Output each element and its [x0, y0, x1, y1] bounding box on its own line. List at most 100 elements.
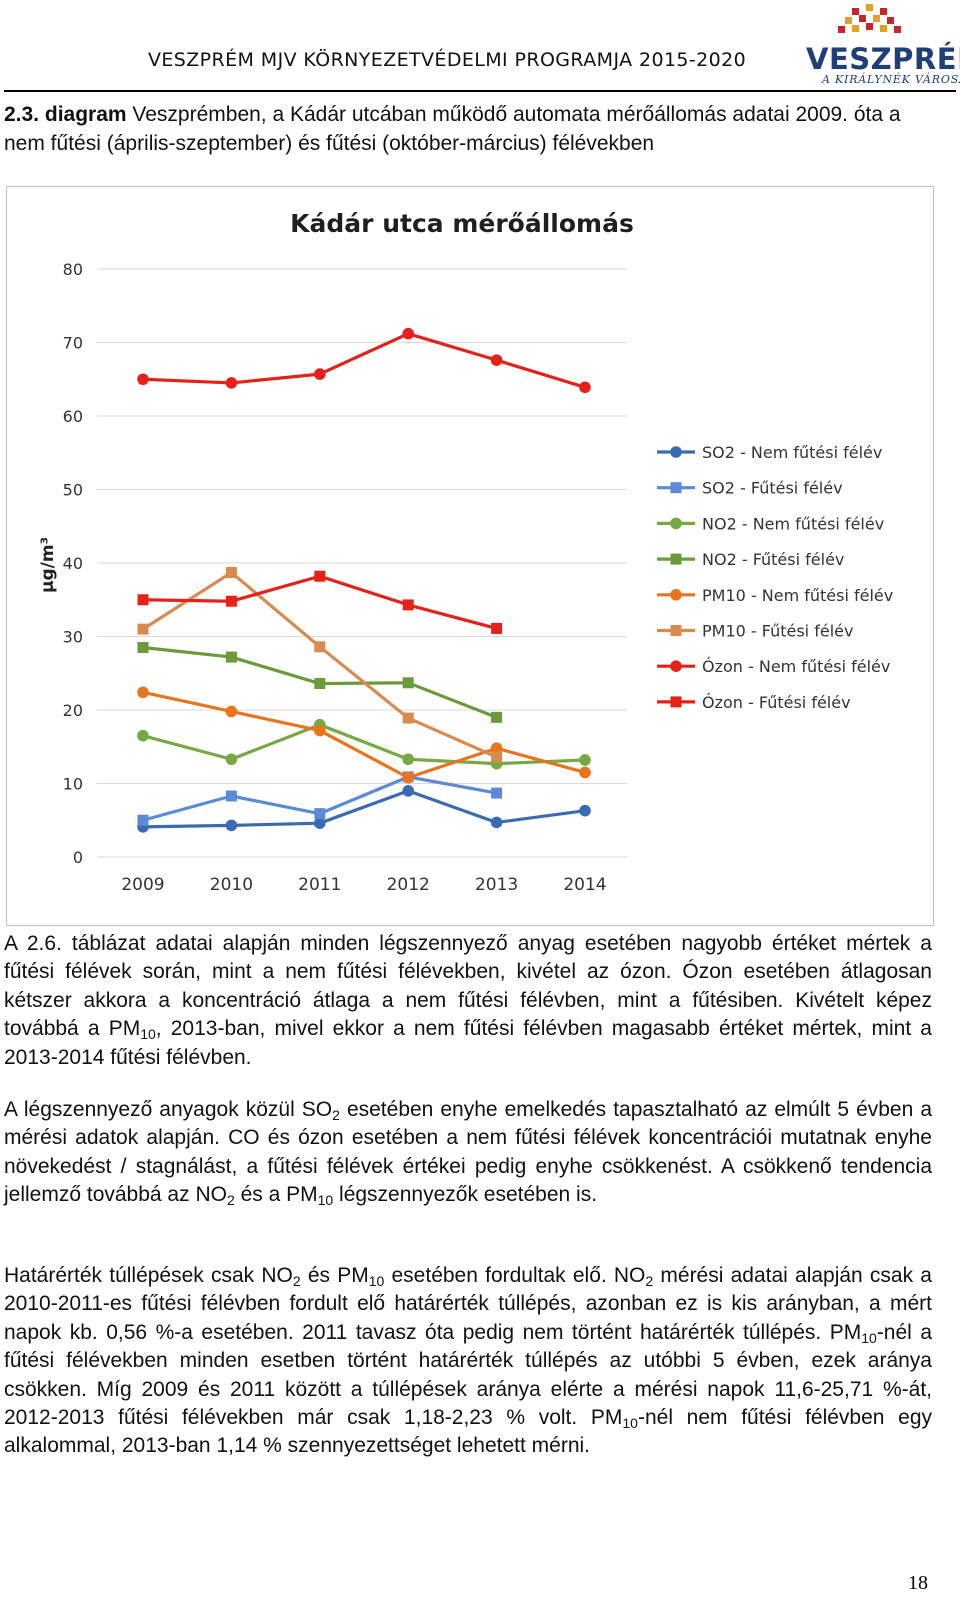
series-6 — [137, 327, 591, 394]
data-point — [225, 819, 238, 832]
y-tick-label: 80 — [63, 260, 83, 279]
data-point — [402, 753, 415, 766]
legend-marker — [670, 696, 682, 708]
y-tick-label: 20 — [63, 701, 83, 720]
paragraph-text: Határérték túllépések csak NO2 és PM10 e… — [4, 1262, 932, 1461]
data-point — [579, 766, 591, 779]
series-4 — [137, 686, 591, 784]
data-point — [137, 373, 149, 386]
data-point — [402, 599, 414, 611]
y-tick-label: 50 — [63, 481, 83, 500]
page-number: 18 — [908, 1572, 928, 1594]
text-run: mérési adatai alapján csak a 2010-2011-e… — [4, 1264, 932, 1344]
data-point — [402, 785, 415, 797]
legend-marker — [670, 553, 682, 565]
subscript: 10 — [140, 1026, 156, 1043]
series-1 — [137, 771, 503, 826]
y-axis-label: μg/m³ — [38, 537, 58, 593]
legend-label: SO2 - Fűtési félév — [702, 479, 843, 498]
data-point — [137, 594, 149, 606]
legend-entry: Ózon - Fűtési félév — [657, 693, 851, 712]
text-run: A 2.6. táblázat adatai alapján minden lé… — [4, 932, 932, 1041]
data-point — [225, 377, 238, 389]
data-point — [314, 724, 326, 737]
data-point — [314, 368, 326, 380]
data-point — [137, 642, 149, 654]
series-line — [142, 574, 498, 630]
y-tick-label: 10 — [63, 775, 83, 794]
data-point — [490, 742, 503, 755]
text-run: esetében fordultak elő. NO — [384, 1264, 646, 1287]
text-run: légszennyezők esetében is. — [333, 1183, 598, 1207]
subscript: 2 — [292, 1273, 301, 1289]
y-tick-label: 60 — [63, 407, 83, 426]
series-3 — [137, 642, 503, 723]
text-run: esetében enyhe emelkedés tapasztalható a… — [4, 1098, 932, 1207]
data-point — [225, 753, 238, 766]
crown-icon — [838, 4, 901, 33]
legend-entry: NO2 - Fűtési félév — [657, 550, 844, 569]
y-tick-label: 30 — [63, 628, 83, 647]
legend-label: NO2 - Fűtési félév — [702, 550, 844, 569]
legend-marker — [670, 517, 682, 530]
series-line — [142, 789, 586, 829]
subscript: 10 — [317, 1192, 334, 1209]
text-run: -nél nem fűtési félévben egy alkalommal,… — [4, 1406, 932, 1458]
legend-label: PM10 - Fűtési félév — [702, 622, 853, 641]
text-run: A légszennyező anyagok közül SO — [4, 1098, 333, 1121]
series-0 — [137, 785, 591, 833]
data-point — [137, 814, 149, 826]
legend-entry: SO2 - Nem fűtési félév — [657, 443, 882, 462]
logo-wordmark: VESZPRÉM — [806, 42, 960, 76]
paragraph-3: Határérték túllépések csak NO2 és PM10 e… — [4, 1262, 932, 1461]
legend-marker — [670, 625, 682, 636]
data-point — [491, 751, 503, 763]
subscript: 10 — [622, 1415, 638, 1432]
data-point — [490, 816, 503, 829]
y-tick-label: 70 — [63, 334, 83, 353]
data-point — [579, 754, 591, 766]
subscript: 10 — [368, 1273, 385, 1289]
chart-canvas: Kádár utca mérőállomás 0 10 20 30 40 50 60 70 80 μ… — [38, 209, 893, 895]
series-7 — [137, 570, 503, 634]
data-point — [402, 327, 415, 340]
legend-marker — [670, 482, 682, 494]
legend-label: Ózon - Fűtési félév — [702, 693, 851, 712]
data-point — [225, 705, 238, 718]
data-point — [491, 787, 503, 799]
caption-number: 2.3. diagram — [4, 103, 127, 126]
data-point — [314, 817, 326, 829]
data-point — [402, 677, 414, 689]
series-5 — [137, 567, 503, 763]
header-title: VESZPRÉM MJV KÖRNYEZETVÉDELMI PROGRAMJA … — [148, 49, 747, 71]
text-run: , 2013-ban, mivel ekkor a nem fűtési fél… — [4, 1017, 932, 1069]
paragraph-text: A légszennyező anyagok közül SO2 esetébe… — [4, 1096, 932, 1210]
legend-entry: PM10 - Fűtési félév — [657, 622, 853, 641]
subscript: 2 — [645, 1273, 654, 1289]
text-run: -nél a fűtési félévekben minden esetben … — [4, 1320, 933, 1430]
data-point — [314, 678, 326, 690]
line-chart: Kádár utca mérőállomás 0 10 20 30 40 50 60 70 80 μ… — [6, 186, 934, 926]
x-tick-label: 2011 — [298, 875, 341, 895]
data-point — [491, 711, 503, 723]
city-logo: VESZPRÉM A KIRÁLYNÉK VÁROSA — [806, 4, 960, 86]
data-point — [491, 622, 503, 634]
data-point — [402, 771, 415, 784]
header-divider — [4, 90, 956, 92]
series-line — [142, 332, 586, 389]
data-point — [137, 729, 149, 742]
paragraph-text: A 2.6. táblázat adatai alapján minden lé… — [4, 930, 932, 1072]
text-run: és a PM — [234, 1183, 318, 1207]
subscript: 2 — [332, 1107, 340, 1123]
text-run: és PM — [300, 1264, 369, 1287]
series-2 — [137, 718, 591, 770]
data-point — [314, 570, 326, 582]
legend-label: Ózon - Nem fűtési félév — [702, 657, 890, 676]
data-point — [402, 712, 414, 724]
legend-label: SO2 - Nem fűtési félév — [702, 443, 882, 462]
data-point — [579, 804, 591, 817]
data-point — [225, 567, 237, 579]
legend-entry: PM10 - Nem fűtési félév — [657, 586, 893, 605]
subscript: 2 — [226, 1192, 235, 1209]
data-point — [225, 595, 237, 607]
